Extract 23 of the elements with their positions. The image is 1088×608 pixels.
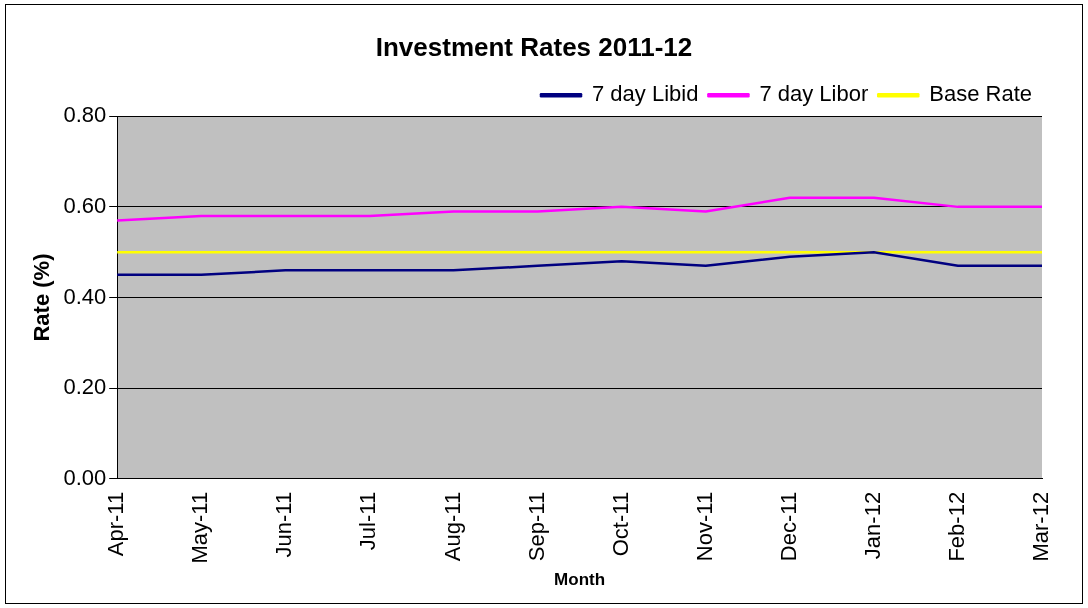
y-tick-label: 0.80 <box>63 102 107 128</box>
x-tick-label: Nov-11 <box>691 491 717 562</box>
y-axis-title: Rate (%) <box>29 253 55 342</box>
x-tick-label: Aug-11 <box>439 491 465 562</box>
legend-label: 7 day Libor <box>759 81 869 107</box>
x-tick-label: Jun-11 <box>271 491 297 558</box>
x-tick-label: Apr-11 <box>103 491 129 557</box>
x-tick-label: Jan-12 <box>859 491 885 560</box>
y-tick-label: 0.00 <box>63 464 107 490</box>
x-tick-label: Jul-11 <box>355 491 381 551</box>
x-axis-title: Month <box>554 570 606 590</box>
x-tick-label: Feb-12 <box>943 491 969 562</box>
legend-label: Base Rate <box>929 81 1033 107</box>
x-tick-label: Mar-12 <box>1028 491 1054 562</box>
x-tick-label: Oct-11 <box>607 491 633 557</box>
x-tick-label: Dec-11 <box>775 491 801 562</box>
x-tick-label: Sep-11 <box>523 491 549 562</box>
legend-label: 7 day Libid <box>592 81 699 107</box>
y-tick-label: 0.60 <box>63 192 107 218</box>
y-tick-label: 0.20 <box>63 374 107 400</box>
chart-title: Investment Rates 2011-12 <box>375 31 693 62</box>
x-tick-label: May-11 <box>187 491 213 564</box>
y-tick-label: 0.40 <box>63 283 107 309</box>
